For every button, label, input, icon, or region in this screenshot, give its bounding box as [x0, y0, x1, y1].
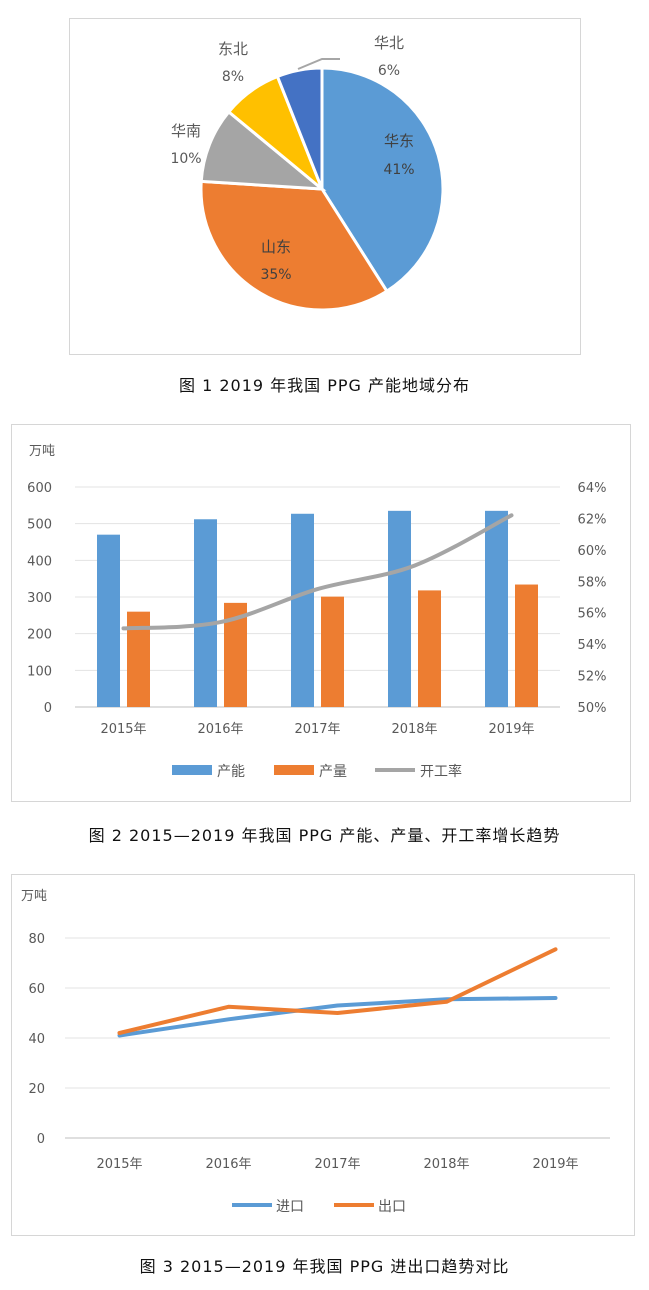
pie-percent-3: 10% [170, 151, 201, 167]
y2-tick-label: 64% [578, 481, 607, 496]
y-tick-label: 500 [27, 518, 52, 533]
pie-leader-line [297, 58, 340, 70]
y2-tick-label: 58% [578, 575, 607, 590]
y2-tick-label: 50% [578, 701, 607, 716]
legend-label: 开工率 [420, 763, 462, 780]
line-出口 [117, 947, 558, 1035]
pie-percent-2: 35% [260, 267, 291, 283]
bar-产量-2015年 [127, 611, 150, 707]
y-tick-label: 80 [28, 932, 45, 947]
x-tick-label: 2016年 [205, 1157, 251, 1172]
x-tick-label: 2015年 [100, 722, 146, 737]
y-tick-label: 300 [27, 591, 52, 606]
y-tick-label: 100 [27, 664, 52, 679]
y2-tick-label: 56% [578, 607, 607, 622]
legend-label: 进口 [276, 1199, 304, 1215]
y-tick-label: 60 [28, 982, 45, 997]
y-tick-label: 40 [28, 1032, 45, 1047]
y-tick-label: 600 [27, 481, 52, 496]
pie-chart-panel: 华东 41% 山东 35% 华南 10% 东北 8% 华北 6% [69, 18, 581, 355]
y2-tick-label: 62% [578, 512, 607, 527]
pie-label-1: 华东 [384, 132, 414, 150]
figure-2-caption: 图 2 2015—2019 年我国 PPG 产能、产量、开工率增长趋势 [88, 826, 561, 845]
bar-产能-2016年 [194, 519, 217, 707]
y2-tick-label: 54% [578, 638, 607, 653]
x-tick-label: 2016年 [197, 722, 243, 737]
legend-label: 出口 [378, 1199, 406, 1215]
legend-swatch [274, 765, 314, 775]
bar-产量-2017年 [321, 596, 344, 707]
y-axis-unit: 万吨 [21, 889, 47, 904]
y-tick-label: 400 [27, 554, 52, 569]
bar-产量-2016年 [224, 602, 247, 707]
x-tick-label: 2019年 [488, 722, 534, 737]
bar-产能-2019年 [485, 510, 508, 707]
pie-label-4: 东北 [218, 40, 248, 58]
pie-chart: 华东 41% 山东 35% 华南 10% 东北 8% 华北 6% [170, 34, 445, 312]
pie-label-5: 华北 [374, 34, 404, 52]
x-tick-label: 2018年 [423, 1157, 469, 1172]
x-tick-label: 2018年 [391, 722, 437, 737]
bar-产量-2018年 [418, 590, 441, 707]
y-tick-label: 200 [27, 628, 52, 643]
figure-1-caption: 图 1 2019 年我国 PPG 产能地域分布 [178, 376, 471, 395]
y-tick-label: 0 [37, 1132, 45, 1147]
pie-percent-1: 41% [383, 162, 414, 178]
line-chart-panel: 万吨 0 20 40 60 80 2015年 2016年 2017年 2018年 2019年进口 出口 [11, 874, 635, 1236]
pie-label-2: 山东 [261, 238, 291, 256]
bar-产能-2017年 [291, 513, 314, 707]
x-tick-label: 2017年 [314, 1157, 360, 1172]
combo-chart-panel: 万吨 0 100 200 300 400 500 600 50% 52% 54% 56% 58% 60% 6… [11, 424, 631, 802]
combo-chart: 万吨 0 100 200 300 400 500 600 50% 52% 54% 56% 58% 60% 6… [27, 444, 607, 780]
bar-产能-2018年 [388, 510, 411, 707]
line-开工率 [121, 513, 514, 631]
bar-产能-2015年 [97, 534, 120, 707]
y2-tick-label: 52% [578, 670, 607, 685]
x-tick-label: 2019年 [532, 1157, 578, 1172]
legend-label: 产能 [217, 764, 245, 780]
figure-3-caption: 图 3 2015—2019 年我国 PPG 进出口趋势对比 [139, 1257, 510, 1276]
y2-tick-label: 60% [578, 544, 607, 559]
y-tick-label: 20 [28, 1082, 45, 1097]
y-tick-label: 0 [44, 701, 52, 716]
pie-label-3: 华南 [171, 122, 201, 140]
x-tick-label: 2017年 [294, 722, 340, 737]
pie-slice-5 [275, 66, 324, 190]
pie-percent-5: 6% [378, 63, 400, 79]
pie-percent-4: 8% [222, 69, 244, 85]
line-进口 [117, 996, 558, 1038]
bar-产量-2019年 [515, 584, 538, 707]
legend-swatch [172, 765, 212, 775]
legend-label: 产量 [319, 764, 347, 780]
pie-slice-2 [199, 179, 389, 312]
x-tick-label: 2015年 [96, 1157, 142, 1172]
y-axis-unit: 万吨 [29, 444, 55, 459]
